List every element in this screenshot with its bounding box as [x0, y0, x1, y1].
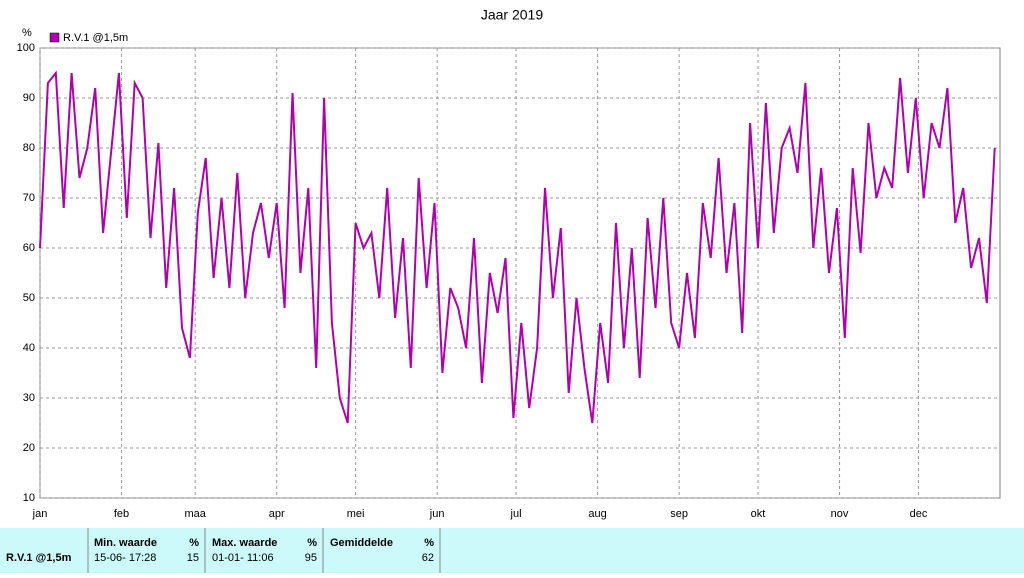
x-tick-label: jun [429, 508, 445, 520]
data-line [39, 70, 996, 424]
y-tick-label: 80 [23, 142, 35, 154]
plot-frame [39, 47, 1001, 499]
x-tick-label: jan [32, 508, 48, 520]
y-tick-label: 60 [23, 242, 35, 254]
footer-time: 15-06- 17:28 [94, 552, 156, 564]
x-tick-label: feb [114, 508, 129, 520]
x-tick-label: nov [831, 508, 849, 520]
y-tick-label: 70 [23, 192, 35, 204]
footer-value: 95 [305, 552, 317, 564]
y-tick-label: 50 [23, 292, 35, 304]
x-tick-label: jul [510, 508, 522, 520]
footer-unit: % [424, 537, 434, 549]
x-tick-label: dec [910, 508, 928, 520]
y-tick-label: 40 [23, 342, 35, 354]
x-tick-label: maa [184, 508, 206, 520]
legend-label: R.V.1 @1,5m [63, 32, 128, 44]
x-tick-label: aug [588, 508, 606, 520]
footer-unit: % [189, 537, 199, 549]
footer-header: Gemiddelde [330, 537, 393, 549]
footer-unit: % [307, 537, 317, 549]
footer-time: 01-01- 11:06 [212, 552, 274, 564]
footer-panel [0, 528, 1024, 573]
y-tick-label: 100 [17, 42, 35, 54]
y-tick-label: 30 [23, 392, 35, 404]
x-tick-label: okt [751, 508, 766, 520]
chart-title: Jaar 2019 [481, 7, 543, 23]
legend-swatch [49, 32, 60, 43]
x-tick-label: sep [670, 508, 688, 520]
footer-header: Max. waarde [212, 537, 277, 549]
y-tick-label: 20 [23, 442, 35, 454]
footer-value: 15 [187, 552, 199, 564]
footer-sensor: R.V.1 @1,5m [6, 552, 72, 564]
y-tick-label: 90 [23, 92, 35, 104]
footer-value: 62 [422, 552, 434, 564]
x-tick-label: apr [269, 508, 285, 520]
y-tick-label: 10 [23, 492, 35, 504]
y-axis-label: % [22, 27, 32, 39]
footer-header: Min. waarde [94, 537, 157, 549]
x-tick-label: mei [347, 508, 365, 520]
